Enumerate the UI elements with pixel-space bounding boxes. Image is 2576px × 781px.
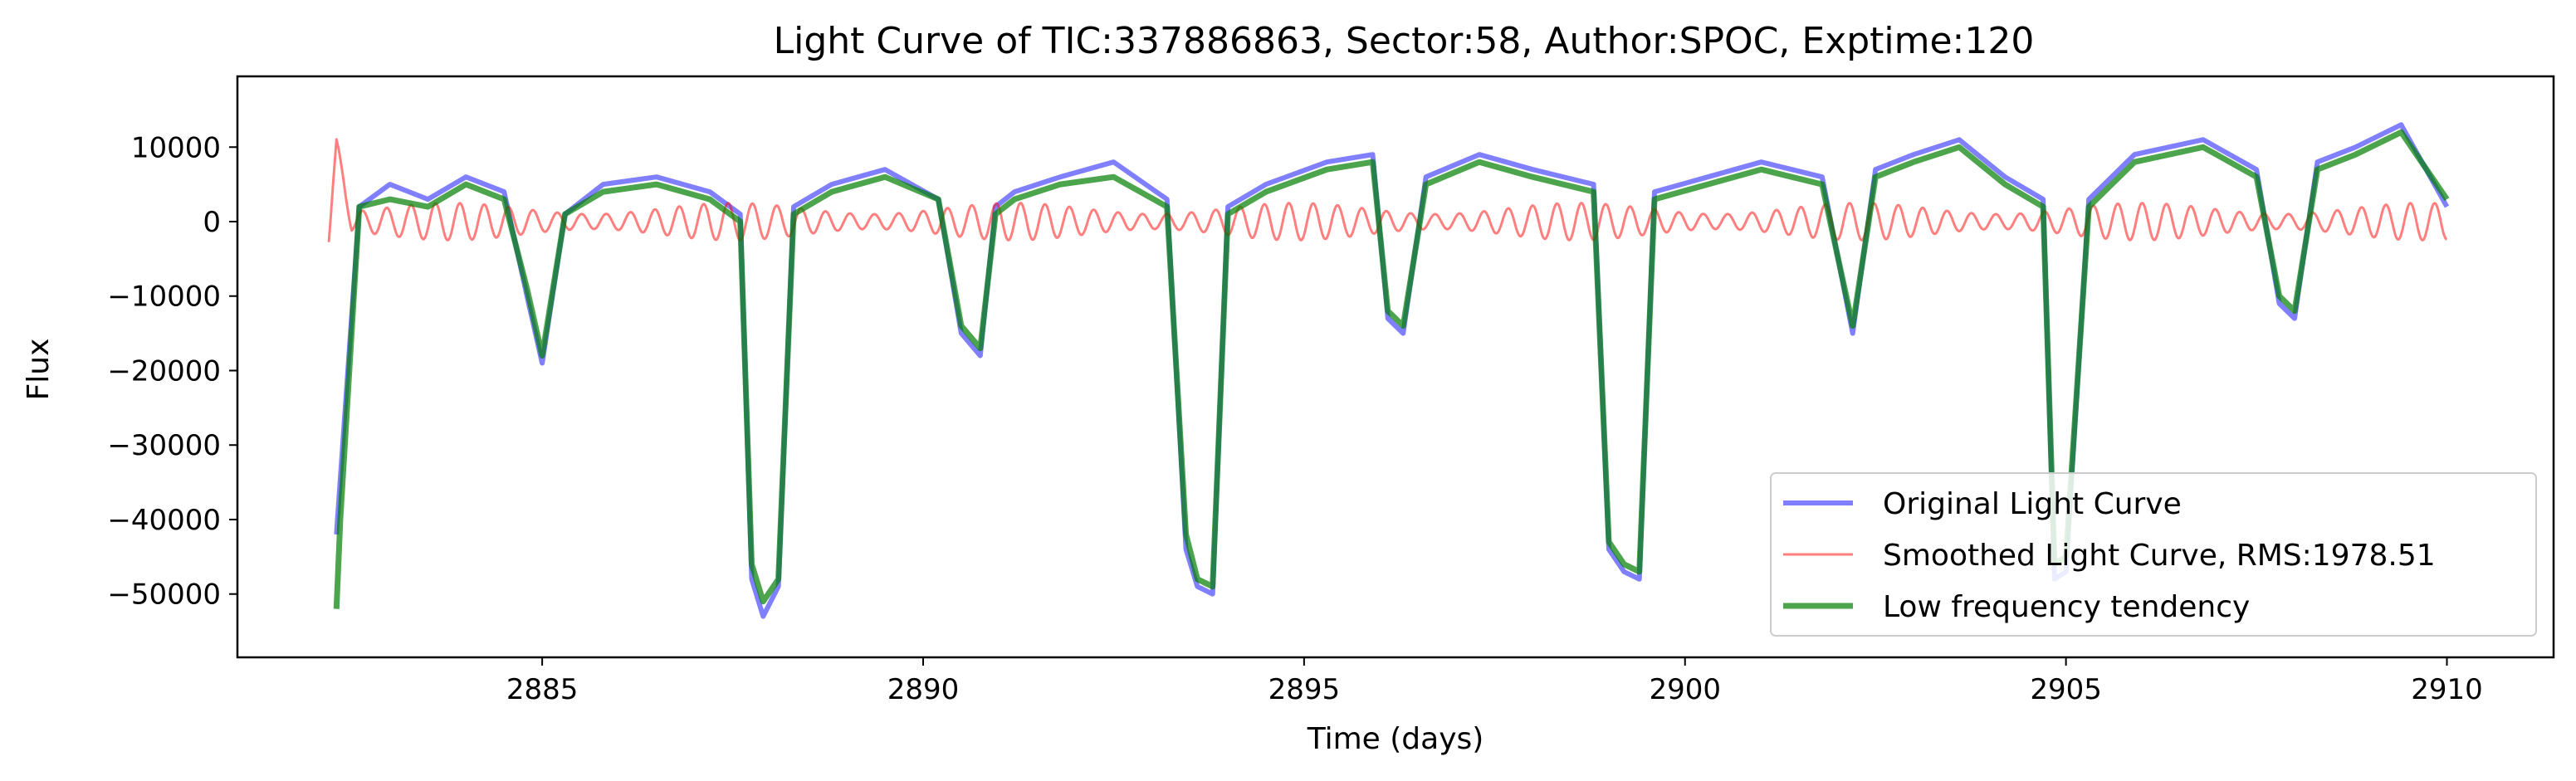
x-tick-label: 2885 [506,673,579,706]
y-axis-label: Flux [22,339,56,401]
x-tick-label: 2895 [1268,673,1341,706]
x-axis-label: Time (days) [1307,722,1484,756]
x-tick-label: 2900 [1649,673,1721,706]
legend: Original Light Curve Smoothed Light Curv… [1770,472,2537,637]
plot-frame [236,75,2555,659]
smoothed-light-curve-line [327,138,2448,242]
legend-label-low-frequency: Low frequency tendency [1883,590,2250,624]
y-axis: 10000 0 −10000 −20000 −30000 −40000 −50000 [107,131,237,612]
y-tick-label: −30000 [107,429,221,462]
legend-label-original: Original Light Curve [1883,487,2182,521]
y-tick-label: −40000 [107,504,221,537]
x-tick-label: 2910 [2411,673,2483,706]
y-tick-label: −20000 [107,354,221,388]
x-tick-label: 2890 [887,673,960,706]
y-tick-label: 0 [203,206,221,239]
chart-title: Light Curve of TIC:337886863, Sector:58,… [774,20,2035,62]
y-tick-label: −10000 [107,281,221,314]
y-tick-label: −50000 [107,578,221,612]
x-axis: 2885 2890 2895 2900 2905 2910 [506,657,2483,706]
y-tick-label: 10000 [131,131,221,164]
x-tick-label: 2905 [2030,673,2102,706]
legend-label-smoothed: Smoothed Light Curve, RMS:1978.51 [1883,539,2436,573]
legend-box [1770,472,2537,637]
